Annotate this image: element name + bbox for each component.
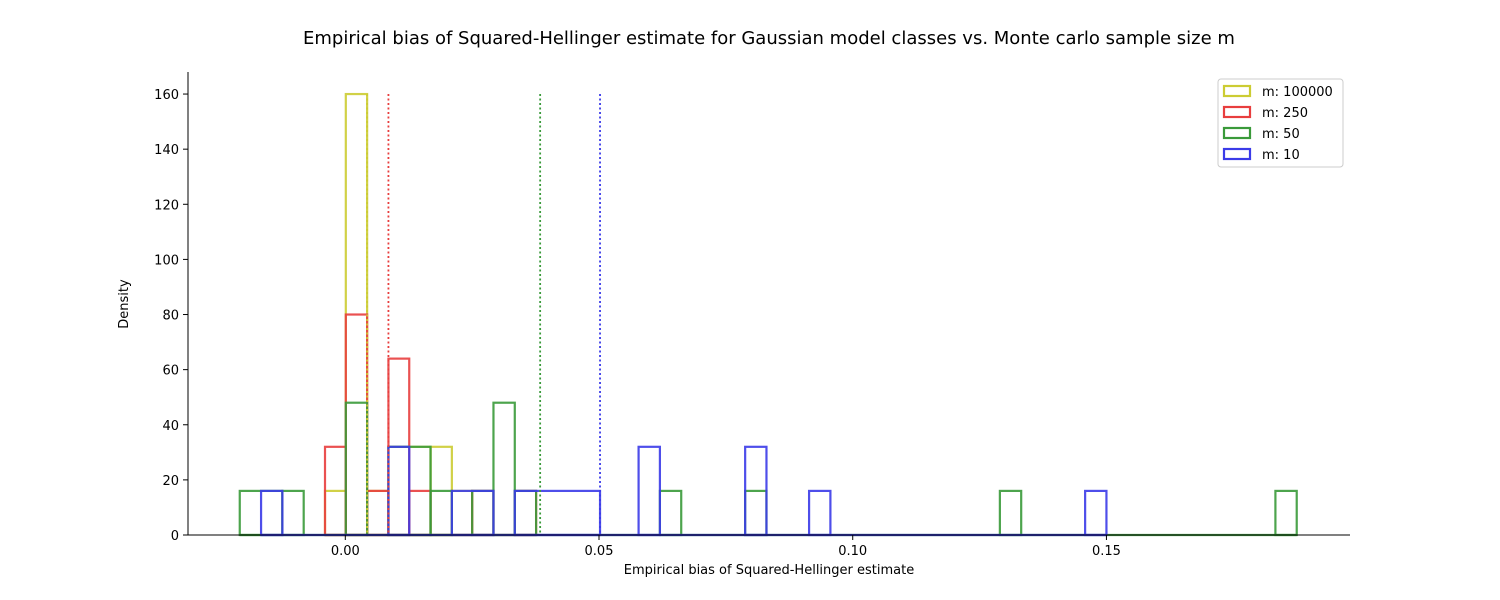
x-tick-label: 0.10 [838,544,867,559]
y-ticks: 0 20 40 60 80 100 120 140 160 [154,88,188,544]
y-tick-label: 160 [154,88,179,103]
histogram-bar [408,489,432,537]
histogram-bar [429,489,453,537]
histogram-bar [744,489,768,537]
legend-swatch [1222,105,1252,119]
legend-frame [1217,78,1344,168]
x-tick-label: 0.05 [585,544,614,559]
histogram-bar [998,489,1023,537]
y-tick-label: 80 [162,309,179,324]
histogram-bars [238,92,1298,537]
axes [187,72,1350,536]
legend-label: m: 10 [1262,148,1300,163]
y-tick-label: 100 [154,253,179,268]
histogram-bar [807,489,832,537]
legend-items: m: 100000 m: 250 m: 50 m: 10 [1222,84,1333,163]
histogram-bar [259,489,284,537]
legend-label: m: 250 [1262,106,1308,121]
histogram-bar [323,489,347,537]
legend-swatch [1222,84,1252,98]
histogram-bar [471,489,495,537]
histogram-bar [471,489,495,537]
x-ticks: 0.00 0.05 0.10 0.15 [331,535,1121,559]
histogram-bar [281,489,305,537]
histogram-bar [366,489,390,537]
histogram-bar [637,445,662,537]
mean-lines [366,94,601,535]
y-tick-label: 40 [162,419,179,434]
y-tick-label: 120 [154,198,179,213]
legend-label: m: 50 [1262,127,1300,142]
legend: m: 100000 m: 250 m: 50 m: 10 [1217,78,1344,168]
histogram-bar [513,489,538,537]
histogram-bar [1274,489,1298,537]
histogram-bar [387,445,411,537]
chart-title: Empirical bias of Squared-Hellinger esti… [303,28,1235,49]
histogram-bar [513,489,602,537]
legend-swatch [1222,147,1252,161]
histogram-bar [344,313,369,537]
y-tick-label: 20 [162,474,179,489]
y-tick-label: 140 [154,143,179,158]
y-tick-label: 0 [171,529,179,544]
x-tick-label: 0.00 [331,544,360,559]
x-axis-label: Empirical bias of Squared-Hellinger esti… [624,563,914,578]
y-tick-label: 60 [162,364,179,379]
histogram-bar [492,401,516,537]
legend-label: m: 100000 [1262,85,1333,100]
histogram-bar [513,489,538,537]
legend-swatch [1222,126,1252,140]
histogram-bar [658,489,683,537]
histogram-bar [366,489,390,537]
histogram-bar [344,401,369,537]
x-tick-label: 0.15 [1092,544,1121,559]
y-axis-label: Density [117,279,132,329]
histogram-series [238,401,1298,537]
histogram-bar [450,489,474,537]
histogram-bar [1084,489,1108,537]
